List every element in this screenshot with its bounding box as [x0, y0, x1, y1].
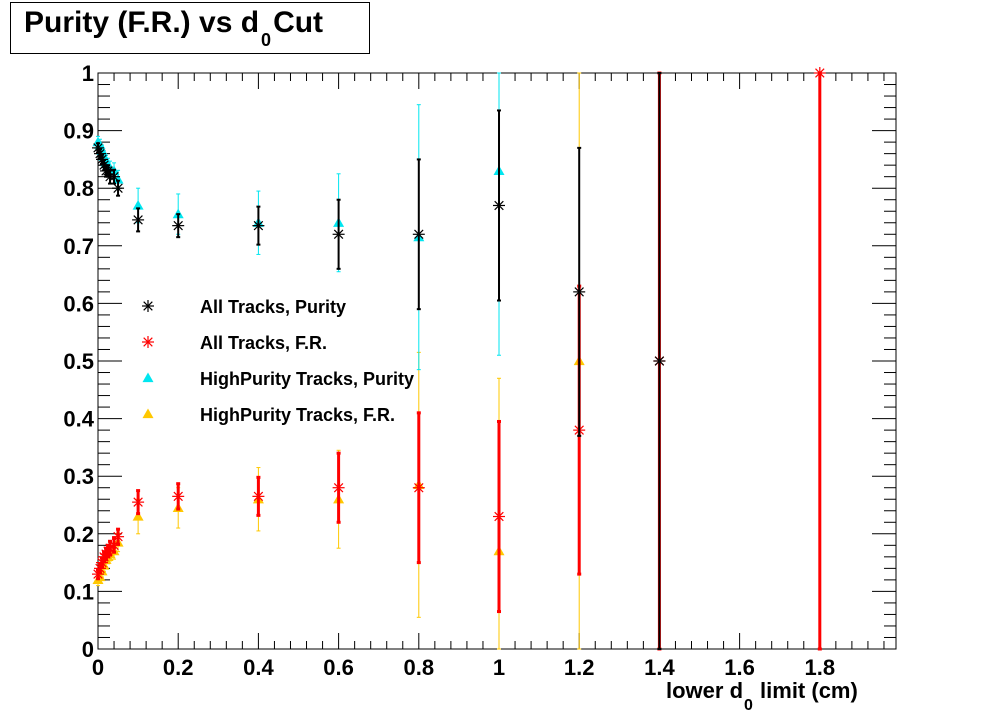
x-tick-label: 0.6 [323, 655, 354, 680]
data-point [332, 481, 345, 494]
legend: All Tracks, Purity All Tracks, F.R. HighPu… [142, 297, 414, 425]
legend-label: All Tracks, Purity [200, 297, 346, 317]
data-point [172, 219, 185, 232]
asterisk-stroke [253, 491, 264, 502]
chart-title: Purity (F.R.) vs d0Cut [24, 6, 324, 50]
x-axis-label-text: lower d [666, 678, 744, 703]
data-point [252, 490, 265, 503]
asterisk-stroke [494, 200, 504, 211]
y-tick-label: 0.3 [63, 464, 94, 489]
series-0 [92, 72, 666, 650]
y-tick-label: 0.2 [63, 522, 94, 547]
asterisk-stroke [99, 160, 109, 170]
data-point [332, 228, 345, 241]
series-2 [92, 72, 505, 371]
data-point [493, 199, 506, 212]
chart-title-cut: Cut [273, 6, 324, 39]
data-point [653, 355, 666, 367]
asterisk-stroke [414, 482, 424, 493]
asterisk-stroke [414, 229, 424, 240]
legend-item: All Tracks, Purity [142, 297, 346, 317]
y-tick-label: 0.6 [63, 291, 94, 316]
asterisk-stroke [143, 337, 153, 347]
data-point [112, 530, 125, 543]
y-tick-label: 0 [82, 637, 94, 662]
axes: 0 0.2 0.4 0.6 0.8 1 1.2 1.4 1.6 1.8 0 0.1 0.2 0.3 0.4 0… [63, 61, 896, 680]
data-point [132, 199, 144, 210]
asterisk-stroke [253, 220, 264, 231]
asterisk-stroke [93, 143, 103, 153]
plot-frame [97, 72, 897, 650]
asterisk-stroke [333, 229, 344, 240]
x-tick-label: 1.8 [805, 655, 836, 680]
chart-title-subscript: 0 [261, 30, 272, 50]
asterisk-stroke [815, 68, 825, 78]
asterisk-stroke [113, 531, 123, 542]
legend-item: HighPurity Tracks, F.R. [142, 405, 395, 425]
x-tick-label: 1.4 [644, 655, 675, 680]
asterisk-stroke [113, 183, 123, 193]
asterisk-stroke [133, 497, 143, 507]
legend-label: HighPurity Tracks, Purity [200, 369, 414, 389]
y-tick-label: 0.4 [63, 407, 94, 432]
x-tick-label: 0 [92, 655, 104, 680]
data-point [412, 228, 425, 241]
asterisk-stroke [109, 171, 119, 182]
x-axis-label-unit: limit (cm) [753, 678, 858, 703]
y-tick-label: 0.7 [63, 234, 94, 259]
data-point [172, 490, 185, 503]
legend-label: HighPurity Tracks, F.R. [200, 405, 395, 425]
asterisk-stroke [333, 482, 344, 493]
data-point [132, 511, 144, 521]
data-point [132, 496, 145, 509]
x-axis-label-subscript: 0 [744, 697, 753, 714]
asterisk-stroke [133, 215, 143, 225]
chart-title-d: d [240, 6, 260, 39]
asterisk-stroke [103, 166, 113, 176]
legend-item: All Tracks, F.R. [142, 333, 327, 353]
legend-marker [142, 408, 154, 419]
data-marks [92, 67, 826, 651]
asterisk-stroke [173, 491, 183, 502]
data-point [112, 182, 125, 195]
x-tick-label: 1 [493, 655, 505, 680]
x-tick-label: 0.2 [163, 655, 194, 680]
asterisk-stroke [574, 287, 584, 297]
series-1 [92, 67, 826, 651]
asterisk-stroke [143, 301, 153, 311]
asterisk-stroke [173, 220, 183, 231]
asterisk-stroke [95, 148, 105, 159]
data-point [412, 481, 425, 494]
data-point [112, 174, 124, 184]
x-tick-label: 0.8 [404, 655, 435, 680]
asterisk-stroke [654, 356, 665, 366]
x-tick-label: 1.2 [564, 655, 595, 680]
data-point [108, 170, 121, 183]
legend-marker [142, 372, 154, 383]
x-tick-label: 1.6 [724, 655, 755, 680]
y-tick-label: 0.5 [63, 349, 94, 374]
y-tick-label: 0.1 [63, 579, 94, 604]
legend-label: All Tracks, F.R. [200, 333, 327, 353]
asterisk-stroke [494, 511, 504, 522]
legend-marker [142, 300, 154, 312]
chart-title-text: Purity (F.R.) vs [24, 6, 241, 39]
data-point [493, 510, 506, 523]
y-tick-label: 1 [82, 61, 94, 86]
x-tick-label: 0.4 [243, 655, 274, 680]
legend-item: HighPurity Tracks, Purity [142, 369, 414, 389]
data-point [252, 219, 265, 232]
chart-title-box: Purity (F.R.) vs d0Cut [10, 2, 370, 54]
y-tick-label: 0.8 [63, 176, 94, 201]
asterisk-stroke [97, 154, 107, 165]
legend-marker [142, 336, 154, 348]
data-point [573, 285, 586, 298]
data-point [813, 67, 826, 79]
series-3 [92, 72, 585, 650]
y-tick-label: 0.9 [63, 119, 94, 144]
x-axis-label: lower d0 limit (cm) [666, 678, 858, 714]
data-point [132, 213, 145, 226]
